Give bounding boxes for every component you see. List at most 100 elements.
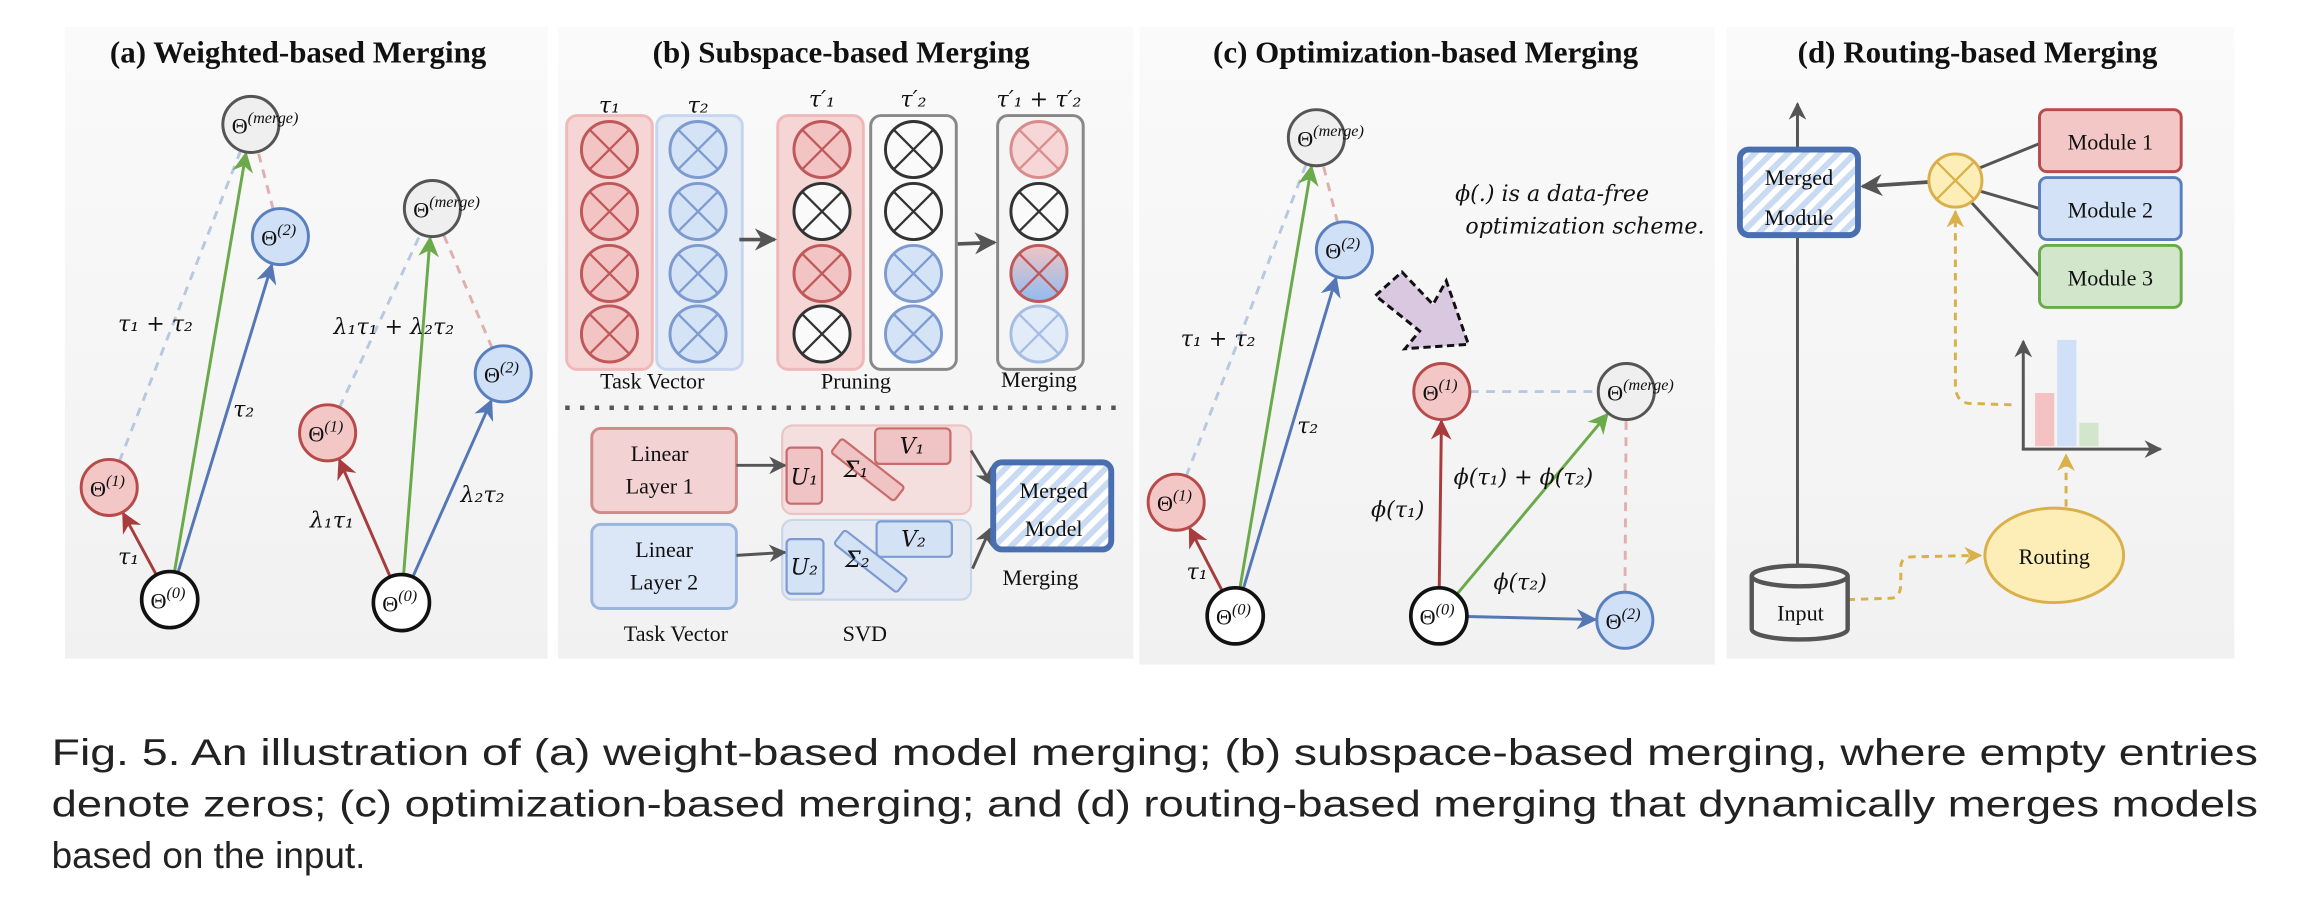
module-2-box bbox=[2038, 176, 2183, 242]
panel-b-title: (b) Subspace-based Merging bbox=[653, 34, 1031, 69]
parameter-node-nm bbox=[1286, 108, 1346, 168]
v2-label: V₂ bbox=[901, 526, 926, 552]
label-phi1: ϕ(τ₁) bbox=[1371, 497, 1424, 523]
dashed-link bbox=[118, 151, 242, 462]
node-label: Θ(1) bbox=[308, 417, 343, 446]
router-weight-bar bbox=[2057, 339, 2077, 447]
label-tau-sum: τ₁ + τ₂ bbox=[118, 311, 193, 337]
parameter-node-n1 bbox=[298, 403, 358, 463]
node-label-base: Θ bbox=[1607, 380, 1623, 405]
router-weight-bar bbox=[2035, 393, 2055, 447]
label-merging: Merging bbox=[1001, 367, 1077, 392]
optimization-arrow bbox=[1373, 269, 1471, 351]
entry-cross bbox=[588, 313, 631, 355]
vector-column bbox=[869, 114, 958, 371]
node-label: Θ(2) bbox=[484, 358, 519, 387]
label-tau1: τ₁ bbox=[118, 544, 139, 570]
vector-column bbox=[996, 114, 1085, 371]
label-tau2: τ₂ bbox=[233, 397, 254, 423]
vector-arrow-green bbox=[1238, 164, 1319, 589]
panel-d-title: (d) Routing-based Merging bbox=[1798, 34, 2158, 69]
vector-column bbox=[655, 114, 744, 371]
merged-model-line2: Model bbox=[1025, 516, 1083, 541]
u2-matrix bbox=[785, 538, 825, 595]
linear-layer-2-box bbox=[590, 522, 738, 610]
line-module1 bbox=[1976, 142, 2041, 171]
node-label-superscript: (0) bbox=[1436, 600, 1455, 618]
node-label-base: Θ bbox=[1216, 605, 1232, 630]
label-pruning: Pruning bbox=[821, 369, 891, 394]
node-label-superscript: (2) bbox=[1622, 605, 1641, 623]
merged-model-line1: Merged bbox=[1019, 478, 1087, 503]
entry-cross bbox=[801, 190, 843, 233]
node-label: Θ(merge) bbox=[1607, 376, 1674, 405]
module-3-label: Module 3 bbox=[2068, 265, 2153, 290]
entry-cross bbox=[892, 128, 935, 171]
parameter-node-n2 bbox=[250, 207, 310, 267]
dashed-link bbox=[1623, 421, 1628, 593]
parameter-node-n0 bbox=[371, 572, 432, 633]
label-tau2-c: τ₂ bbox=[1297, 413, 1318, 439]
parameter-node-nm bbox=[402, 179, 462, 239]
caption-line-1: Fig. 5. An illustration of (a) weight-ba… bbox=[52, 732, 2258, 773]
parameter-node-nm bbox=[1596, 362, 1656, 422]
node-label: Θ(0) bbox=[1216, 600, 1251, 629]
entry-cross bbox=[1018, 190, 1060, 233]
note-line1: ϕ(.) is a data-free bbox=[1455, 181, 1649, 207]
routing-weights-to-combine bbox=[1946, 209, 2012, 407]
module-1-box bbox=[2038, 108, 2183, 174]
node-label-base: Θ bbox=[1297, 127, 1313, 152]
col-label-tau1-pruned: τ′₁ bbox=[809, 87, 835, 113]
entry-cross bbox=[677, 252, 719, 295]
entry-cross bbox=[588, 190, 631, 233]
entry-cross bbox=[801, 252, 843, 295]
u1-label: U₁ bbox=[791, 465, 819, 491]
node-label: Θ(merge) bbox=[232, 109, 299, 138]
vector-arrow-blue bbox=[176, 262, 277, 574]
vector-graphs: Θ(0)Θ(1)Θ(2)Θ(merge)Θ(0)Θ(1)Θ(2)Θ(merge)… bbox=[79, 94, 1674, 650]
module-3-box bbox=[2038, 243, 2183, 309]
v2-matrix bbox=[875, 520, 953, 558]
label-merging-svd: Merging bbox=[1003, 565, 1079, 590]
caption-line-2: denote zeros; (c) optimization-based mer… bbox=[52, 784, 2258, 825]
sigma1-matrix bbox=[830, 438, 905, 502]
label-task-vector-bottom: Task Vector bbox=[624, 621, 729, 646]
arrow-svd1-to-merged bbox=[969, 449, 993, 487]
entry-cross bbox=[588, 128, 631, 171]
label-lambda2-tau2: λ₂τ₂ bbox=[459, 482, 504, 508]
vector-column bbox=[565, 114, 654, 371]
node-label: Θ(2) bbox=[1325, 234, 1360, 263]
node-label-base: Θ bbox=[1606, 609, 1622, 634]
entry-cross bbox=[1018, 252, 1060, 295]
vector-arrow-blue bbox=[1241, 276, 1341, 590]
input-cylinder bbox=[1749, 563, 1850, 642]
routing-label: Routing bbox=[2019, 544, 2090, 569]
label-svd: SVD bbox=[843, 621, 887, 646]
label-task-vector: Task Vector bbox=[600, 369, 705, 394]
module-1-label: Module 1 bbox=[2068, 130, 2153, 155]
entry-cross bbox=[677, 313, 719, 355]
parameter-node-nm bbox=[221, 94, 281, 154]
panel-c-title: (c) Optimization-based Merging bbox=[1213, 34, 1639, 69]
entry-cross bbox=[677, 190, 719, 233]
node-label-base: Θ bbox=[308, 422, 324, 447]
label-weighted-sum: λ₁τ₁ + λ₂τ₂ bbox=[333, 314, 455, 340]
panel-a-title: (a) Weighted-based Merging bbox=[110, 34, 487, 69]
node-label-superscript: (merge) bbox=[1623, 376, 1674, 394]
node-label: Θ(merge) bbox=[413, 193, 480, 222]
parameter-node-n2 bbox=[1314, 220, 1374, 280]
node-label: Θ(merge) bbox=[1297, 122, 1364, 151]
input-label: Input bbox=[1777, 600, 1825, 625]
node-label: Θ(0) bbox=[151, 584, 186, 613]
node-label-base: Θ bbox=[232, 113, 248, 138]
parameter-node-n0 bbox=[1205, 585, 1266, 646]
router-weight-bar bbox=[2079, 422, 2099, 447]
node-label-superscript: (1) bbox=[1439, 376, 1458, 394]
merged-module-box bbox=[1736, 146, 1861, 239]
vector-arrow-red bbox=[1430, 418, 1452, 588]
parameter-node-n0 bbox=[1408, 585, 1469, 646]
label-phi-sum: ϕ(τ₁) + ϕ(τ₂) bbox=[1454, 465, 1594, 491]
arrow-svd2-to-merged bbox=[971, 527, 992, 570]
linear-layer-2-line2: Layer 2 bbox=[630, 569, 698, 594]
vector-arrow-green bbox=[1455, 412, 1609, 596]
